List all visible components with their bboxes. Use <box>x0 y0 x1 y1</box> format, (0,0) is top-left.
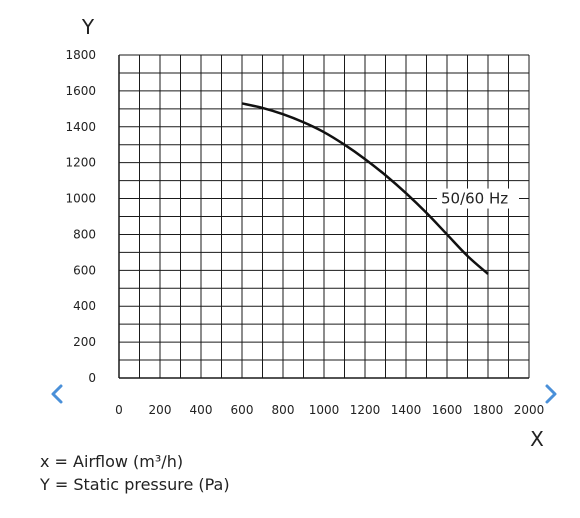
x-axis-label: X <box>530 427 544 450</box>
chevron-right-icon <box>545 384 557 404</box>
y-tick-label: 800 <box>73 227 96 241</box>
x-tick-label: 800 <box>272 403 295 417</box>
legend-airflow: x = Airflow (m³/h) <box>40 452 184 471</box>
x-tick-label: 1800 <box>473 403 504 417</box>
y-tick-label: 1800 <box>65 48 96 62</box>
x-tick-label: 600 <box>231 403 254 417</box>
y-tick-label: 1400 <box>65 120 96 134</box>
y-tick-label: 0 <box>88 371 96 385</box>
x-tick-labels: 0 200 400 600 800 1000 1200 1400 1600 1800 2000 <box>115 403 544 417</box>
next-button[interactable] <box>540 381 562 407</box>
x-tick-label: 1600 <box>432 403 463 417</box>
x-tick-label: 2000 <box>514 403 545 417</box>
x-tick-label: 200 <box>149 403 172 417</box>
x-tick-label: 1200 <box>350 403 381 417</box>
chevron-left-icon <box>51 384 63 404</box>
series-label: 50/60 Hz <box>441 190 508 208</box>
y-tick-label: 1600 <box>65 84 96 98</box>
legend-static-pressure: Y = Static pressure (Pa) <box>40 475 230 494</box>
x-tick-label: 0 <box>115 403 123 417</box>
series-line-50-60hz <box>241 102 489 275</box>
x-tick-label: 1000 <box>309 403 340 417</box>
y-tick-label: 400 <box>73 299 96 313</box>
y-tick-labels: 0 200 400 600 800 1000 1200 1400 1600 1800 <box>65 48 96 385</box>
y-tick-label: 1200 <box>65 156 96 170</box>
grid-major <box>118 55 529 379</box>
grid-minor <box>118 54 530 379</box>
prev-button[interactable] <box>46 381 68 407</box>
y-axis-label: Y <box>81 15 95 39</box>
x-tick-label: 1400 <box>391 403 422 417</box>
chart: 0 200 400 600 800 1000 1200 1400 1600 1800 0 200 40… <box>65 15 544 450</box>
y-tick-label: 600 <box>73 263 96 277</box>
y-tick-label: 1000 <box>65 192 96 206</box>
x-tick-label: 400 <box>190 403 213 417</box>
y-tick-label: 200 <box>73 335 96 349</box>
series-label-background <box>437 188 519 209</box>
